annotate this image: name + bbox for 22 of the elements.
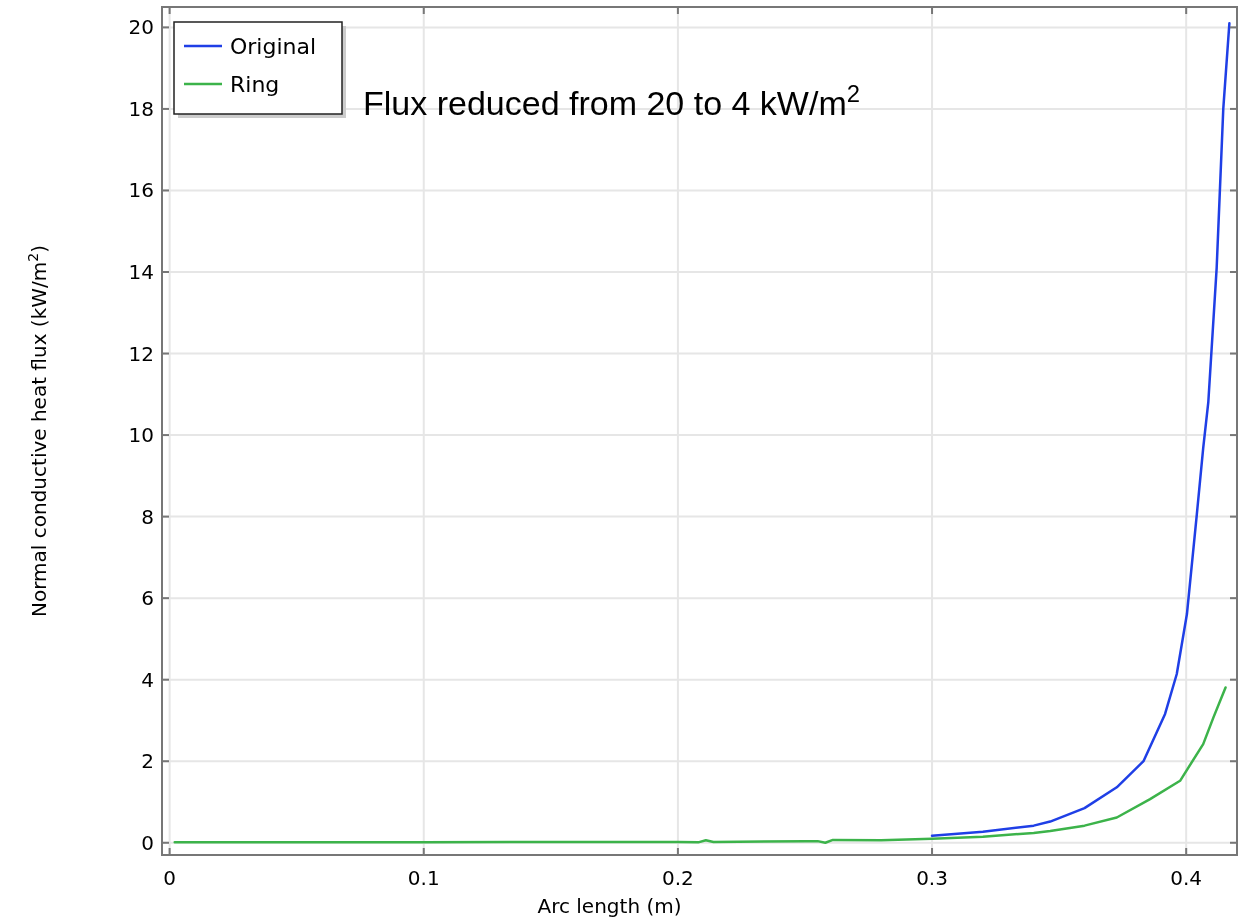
line-series xyxy=(173,686,1227,845)
x-axis-title: Arc length (m) xyxy=(537,894,682,918)
legend-label: Original xyxy=(230,33,317,59)
y-tick-label: 16 xyxy=(128,178,154,203)
x-tick-label: 0.2 xyxy=(661,866,694,890)
y-tick-label: 6 xyxy=(141,586,154,611)
y-tick-label: 2 xyxy=(141,749,154,774)
line-series xyxy=(930,22,1231,838)
y-tick-label: 8 xyxy=(141,504,154,529)
y-tick-label: 14 xyxy=(128,260,154,284)
y-tick-label: 20 xyxy=(128,15,154,40)
y-tick-label: 10 xyxy=(128,423,154,448)
y-tick-label: 4 xyxy=(141,667,154,692)
annotation: Flux reduced from 20 to 4 kW/m$^{2}$ xyxy=(363,79,860,122)
x-tick-label: 0.1 xyxy=(407,866,440,890)
y-tick-label: 0 xyxy=(141,830,154,855)
x-tick-label: 0.3 xyxy=(916,866,948,890)
y-tick-label: 12 xyxy=(128,341,154,366)
x-tick-label: 0.4 xyxy=(1170,866,1203,890)
x-tick-label: 0 xyxy=(163,866,176,890)
legend-label: Ring xyxy=(230,71,280,97)
y-tick-label: 18 xyxy=(128,96,154,121)
